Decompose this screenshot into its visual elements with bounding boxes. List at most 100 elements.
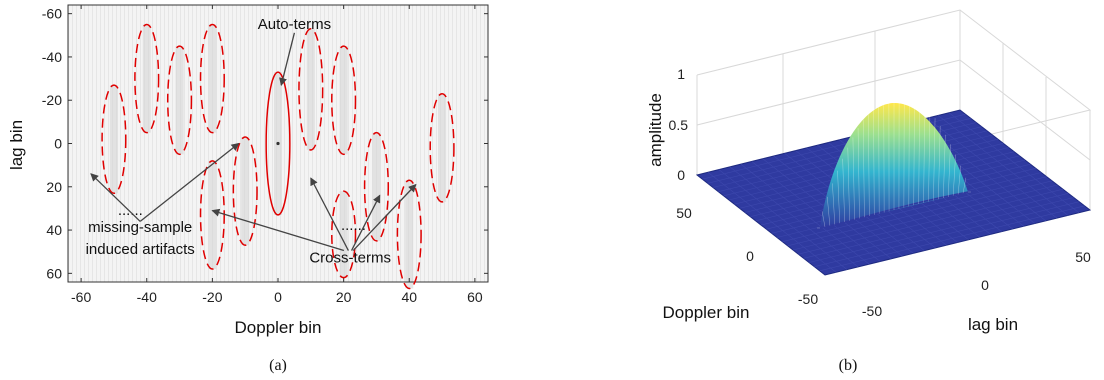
- lag-tick-50: 50: [1075, 249, 1091, 265]
- cross-term-ellipse: [298, 28, 324, 151]
- lag-tick-0: 0: [981, 277, 989, 293]
- mesh-line: [937, 115, 1069, 216]
- annotation-label: Auto-terms: [258, 16, 331, 33]
- mesh-line: [847, 147, 850, 221]
- x-tick-label: 60: [467, 289, 483, 305]
- cross-term-ellipse: [101, 84, 127, 195]
- caption-b: (b): [839, 357, 858, 374]
- mesh-line: [868, 112, 870, 217]
- cross-term-ellipse: [199, 160, 225, 270]
- x-axis-ticks: -60 -40 -20 0 20 40 60: [71, 5, 483, 305]
- x-axis-label: Doppler bin: [235, 318, 322, 337]
- texture-band: [372, 132, 381, 241]
- y-tick-label: 0: [54, 136, 62, 152]
- mesh-line: [923, 105, 926, 203]
- texture-band: [405, 180, 414, 289]
- y-axis-ticks: -60 -40 -20 0 20 40 60: [42, 6, 488, 281]
- z-axis-label: amplitude: [646, 93, 665, 167]
- cross-term-ellipse: [134, 23, 160, 134]
- cross-term-ellipse: [331, 45, 357, 156]
- y-tick-label: -60: [42, 6, 62, 22]
- annotation-label: ......: [118, 202, 143, 219]
- term-ellipses: [101, 23, 455, 290]
- cross-term-ellipse: [331, 190, 357, 279]
- mesh-line: [948, 112, 1080, 213]
- x-tick-label: -20: [202, 289, 222, 305]
- doppler-tick-0: 0: [746, 248, 754, 264]
- texture-band: [241, 137, 250, 246]
- y-tick-label: 20: [46, 179, 62, 195]
- texture-band: [109, 85, 118, 194]
- mesh-line: [814, 201, 1080, 267]
- y-tick-label: 40: [46, 222, 62, 238]
- annotation-arrow: [90, 173, 141, 222]
- cross-term-ellipse: [232, 136, 258, 246]
- caption-a: (a): [269, 357, 287, 374]
- mesh-line: [821, 211, 826, 227]
- mesh-line: [819, 205, 1085, 272]
- mesh-line: [918, 100, 920, 205]
- annotation-arrow: [352, 183, 417, 251]
- y-tick-label: -20: [42, 92, 62, 108]
- texture-band: [339, 191, 348, 278]
- mesh-line: [878, 100, 880, 214]
- mesh-line: [852, 137, 855, 220]
- texture-band: [208, 24, 217, 133]
- annotation-label: induced artifacts: [86, 241, 195, 258]
- mesh-line: [928, 111, 931, 202]
- surface-peak: [817, 91, 971, 229]
- mesh-line: [827, 196, 831, 226]
- texture-band: [175, 46, 184, 155]
- mesh-line: [862, 119, 865, 218]
- y-tick-label: -40: [42, 49, 62, 65]
- doppler-axis-label: Doppler bin: [663, 303, 750, 322]
- cross-term-ellipse: [166, 45, 193, 156]
- mesh-line: [908, 93, 910, 207]
- annotation-label: missing-sample: [88, 219, 192, 236]
- doppler-tick--50: -50: [798, 291, 818, 307]
- texture-band: [142, 24, 151, 133]
- panel-b: 1 0.5 0 amplitude 50 0 -50 Doppler bin -…: [646, 9, 1092, 374]
- y-tick-label: 60: [46, 265, 62, 281]
- texture-band: [438, 93, 447, 202]
- box-grid: [696, 9, 1092, 210]
- mesh-line: [938, 126, 941, 200]
- surface-peak-mesh: [817, 91, 971, 229]
- lag-axis-label: lag bin: [968, 315, 1018, 334]
- z-tick-0: 0: [677, 167, 685, 183]
- texture-band: [306, 28, 315, 150]
- heatmap-texture: [109, 24, 447, 289]
- y-axis-label: lag bin: [7, 120, 26, 170]
- mesh-line: [948, 144, 951, 197]
- cross-term-ellipse: [429, 92, 455, 203]
- annotation-arrow: [139, 142, 240, 222]
- annotation-label: ......: [341, 217, 366, 234]
- panel-a: -60 -40 -20 0 20 40 60 -60 -40 -20 0 20 40 60 Auto-t…: [7, 4, 489, 374]
- mesh-line: [857, 128, 860, 219]
- cross-term-ellipse: [199, 23, 225, 134]
- x-tick-label: -60: [71, 289, 91, 305]
- mesh-line: [962, 177, 967, 194]
- mesh-line: [808, 197, 1074, 263]
- annotation-label: Cross-terms: [309, 250, 391, 267]
- annotation-arrow: [279, 32, 296, 87]
- x-tick-label: 20: [336, 289, 352, 305]
- mesh-line: [837, 170, 840, 224]
- z-tick-1: 1: [677, 66, 685, 82]
- auto-term-peak: [276, 141, 280, 146]
- auto-term-ellipse: [265, 71, 291, 216]
- cross-term-ellipse: [363, 131, 390, 242]
- texture-band: [208, 160, 217, 270]
- mesh-line: [926, 117, 1058, 219]
- mesh-line: [957, 165, 961, 195]
- mesh-line: [842, 158, 845, 223]
- mesh-line: [943, 134, 946, 199]
- cross-term-ellipse: [396, 179, 422, 290]
- x-tick-label: 40: [401, 289, 417, 305]
- annotation-arrow: [350, 194, 381, 251]
- mesh-line: [933, 118, 936, 201]
- texture-band: [339, 46, 348, 155]
- mesh-line: [832, 183, 836, 225]
